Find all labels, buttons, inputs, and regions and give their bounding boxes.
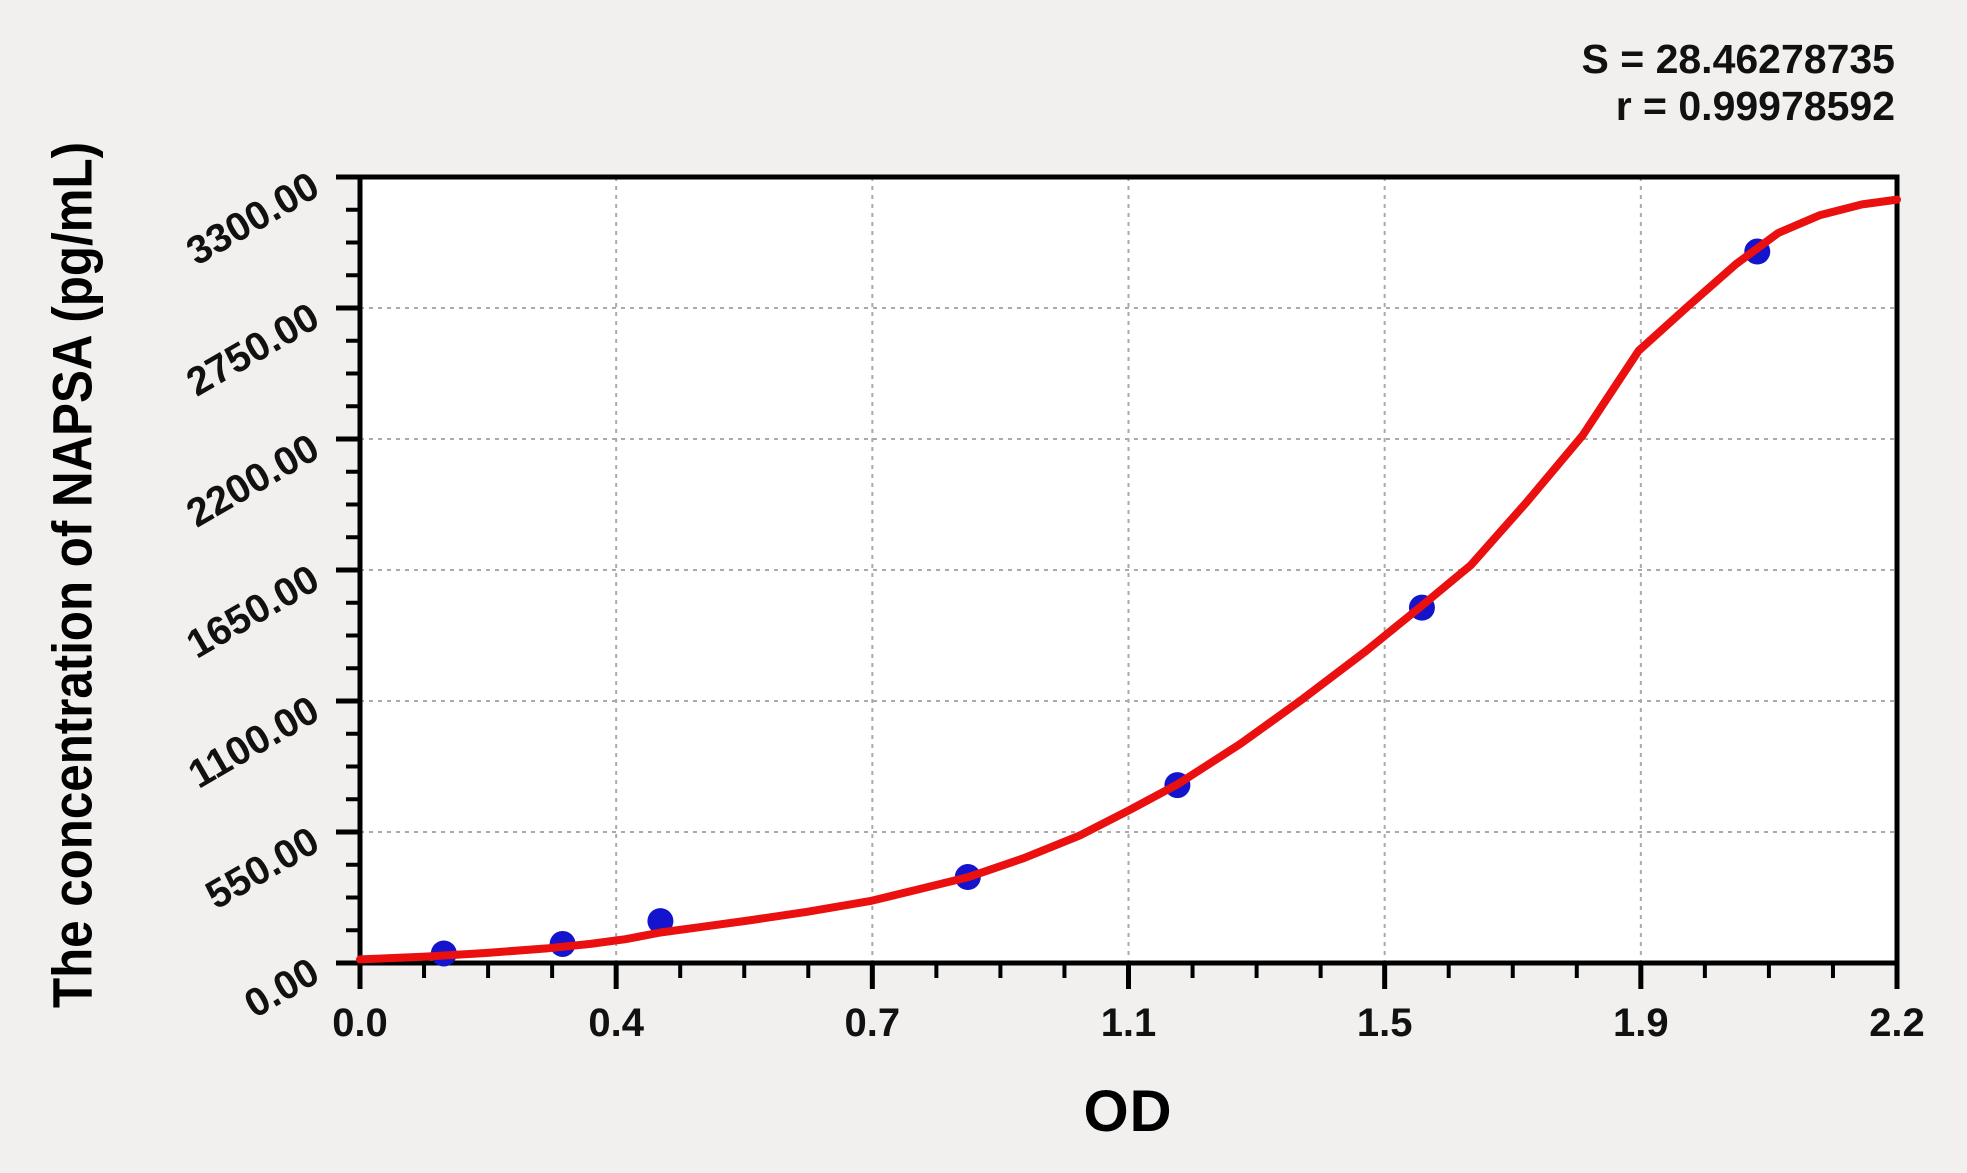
plot-border (357, 174, 1900, 966)
x-tick-label: 0.0 (332, 1001, 388, 1045)
r-value-text: r = 0.99978592 (1615, 83, 1895, 129)
standard-curve (356, 195, 1901, 964)
y-tick-label: 2200.00 (179, 426, 326, 536)
x-tick-label: 1.1 (1101, 1001, 1157, 1045)
x-tick-label: 0.7 (845, 1001, 901, 1045)
x-tick-label: 2.2 (1869, 1001, 1925, 1045)
y-tick-label: 1100.00 (181, 688, 326, 797)
y-tick-label: 1650.00 (179, 557, 326, 667)
x-tick-label: 0.4 (588, 1001, 644, 1045)
y-tick-label: 2750.00 (179, 295, 326, 405)
x-tick-label: 1.5 (1357, 1001, 1413, 1045)
x-tick-label: 1.9 (1613, 1001, 1669, 1045)
y-tick-label: 550.00 (199, 819, 327, 918)
y-tick-label: 0.00 (237, 950, 326, 1027)
fit-statistics: S = 28.46278735 r = 0.99978592 (1582, 36, 1896, 130)
y-tick-label: 3300.00 (179, 164, 326, 274)
x-axis-title: OD (1083, 1079, 1173, 1144)
s-value-text: S = 28.46278735 (1581, 36, 1896, 82)
